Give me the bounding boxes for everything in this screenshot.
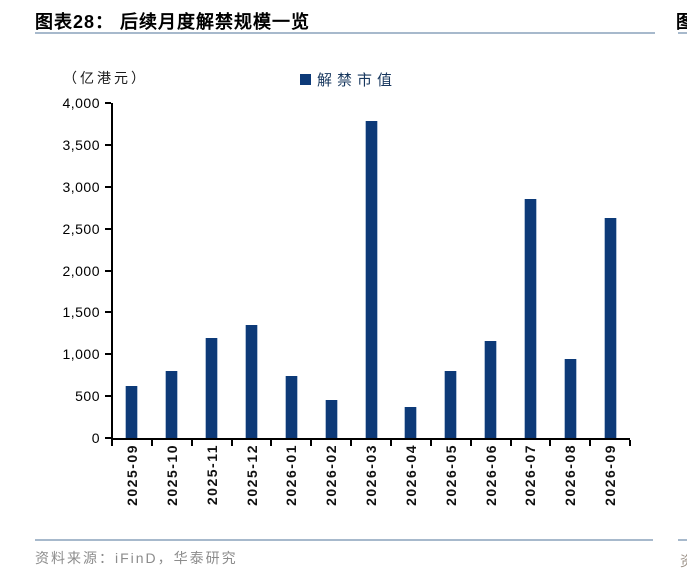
y-axis-tick xyxy=(105,102,111,104)
x-axis-tick xyxy=(270,440,273,446)
x-axis-tick-label: 2026-08 xyxy=(562,444,579,506)
x-axis-tick xyxy=(509,440,512,446)
y-axis-tick xyxy=(105,311,111,314)
x-axis-tick-label: 2025-12 xyxy=(243,444,260,506)
x-axis-tick-label: 2025-11 xyxy=(203,444,220,506)
legend-color-swatch xyxy=(300,74,311,85)
x-axis-tick-label: 2026-06 xyxy=(482,444,499,506)
bar-2026-07 xyxy=(523,198,537,438)
x-axis-tick xyxy=(230,440,233,446)
x-axis-tick xyxy=(150,440,153,446)
x-axis-tick xyxy=(310,440,313,446)
x-axis-tick-label: 2026-01 xyxy=(283,444,300,506)
y-axis-tick xyxy=(105,437,111,439)
x-axis-tick-label: 2026-03 xyxy=(363,444,379,506)
x-axis-tick xyxy=(350,440,353,446)
y-axis-tick xyxy=(105,227,111,230)
source-note: 资料来源：iFinD，华泰研究 xyxy=(35,550,238,566)
y-axis-unit-label: （亿港元） xyxy=(63,70,148,86)
x-axis-line xyxy=(111,438,630,440)
footer-rule xyxy=(35,539,653,541)
x-axis-tick-label: 2026-02 xyxy=(323,444,340,506)
bar-2026-05 xyxy=(444,371,458,438)
y-axis-tick-label: 2,000 xyxy=(62,262,100,279)
y-axis-tick-label: 0 xyxy=(91,430,100,446)
bar-2026-04 xyxy=(404,407,418,438)
legend-label: 解禁市值 xyxy=(317,72,398,89)
y-axis-tick xyxy=(105,143,111,146)
neighbor-figure-title-partial: 图 xyxy=(676,12,687,32)
x-axis-tick xyxy=(469,440,472,446)
x-axis-tick xyxy=(190,440,193,446)
x-axis-tick-label: 2025-09 xyxy=(123,444,140,506)
chart-legend: 解禁市值 xyxy=(300,69,397,90)
bar-2025-12 xyxy=(245,324,258,438)
y-axis-tick-label: 1,500 xyxy=(62,304,100,321)
x-axis-tick xyxy=(389,440,392,446)
bar-2026-09 xyxy=(603,218,617,438)
bar-2025-11 xyxy=(205,337,219,438)
x-axis-tick-label: 2026-05 xyxy=(442,444,459,506)
x-axis-tick xyxy=(589,440,592,446)
x-axis-tick-label: 2026-04 xyxy=(402,444,419,506)
bar-2026-01 xyxy=(284,376,298,438)
x-axis-tick-label: 2026-07 xyxy=(522,444,539,506)
y-axis-tick-label: 2,500 xyxy=(62,220,100,237)
title-underline xyxy=(35,32,655,34)
y-axis-line xyxy=(111,103,113,440)
y-axis-tick-label: 3,500 xyxy=(62,136,100,153)
x-axis-tick xyxy=(549,440,552,446)
y-axis-tick-label: 4,000 xyxy=(62,95,100,111)
neighbor-source-partial: 资 xyxy=(680,551,687,571)
bar-2026-06 xyxy=(484,341,497,438)
neighbor-footer-rule-partial xyxy=(678,539,687,541)
y-axis-tick xyxy=(105,185,111,188)
y-axis-tick xyxy=(105,395,111,398)
y-axis-tick-label: 1,000 xyxy=(62,346,100,363)
y-axis-tick-label: 500 xyxy=(75,388,100,405)
y-axis-tick xyxy=(105,353,111,356)
bar-2026-03 xyxy=(364,121,378,438)
bar-2026-02 xyxy=(324,399,338,438)
x-axis-tick-label: 2026-09 xyxy=(602,444,619,506)
y-axis-tick xyxy=(105,269,111,272)
neighbor-title-underline-partial xyxy=(678,32,687,34)
x-axis-tick xyxy=(629,440,631,446)
figure-title: 图表28： 后续月度解禁规模一览 xyxy=(35,12,311,32)
x-axis-tick-label: 2025-10 xyxy=(163,444,180,506)
x-axis-tick xyxy=(429,440,432,446)
bar-2025-09 xyxy=(125,386,139,438)
bar-2025-10 xyxy=(165,371,179,438)
x-axis-tick xyxy=(111,440,113,446)
bar-2026-08 xyxy=(563,358,577,438)
y-axis-tick-label: 3,000 xyxy=(62,178,100,195)
